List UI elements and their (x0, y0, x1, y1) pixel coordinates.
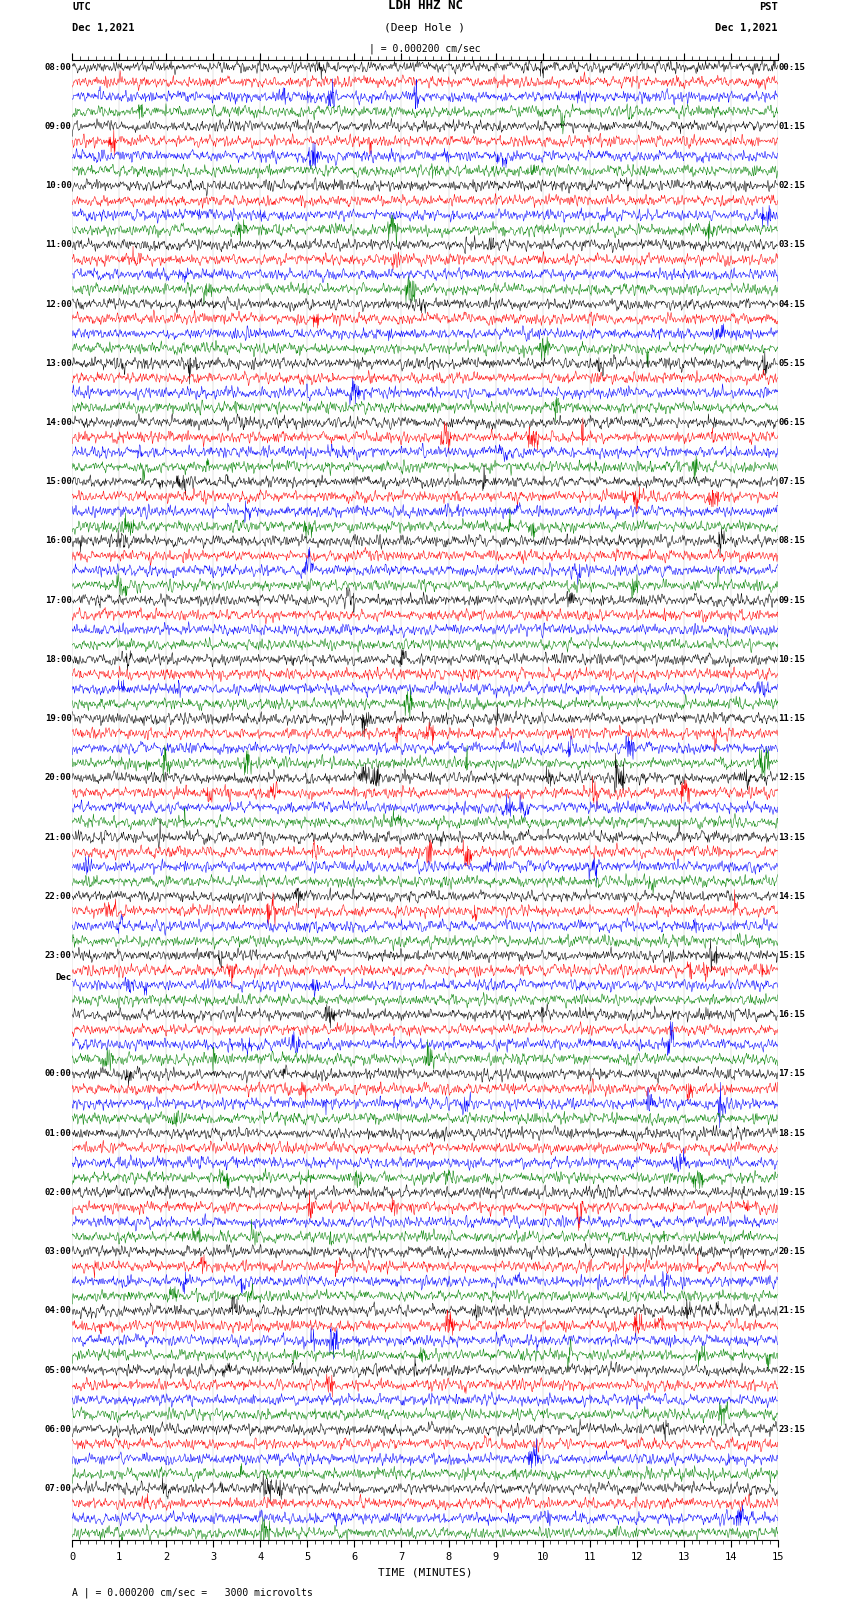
Text: (Deep Hole ): (Deep Hole ) (384, 23, 466, 32)
Text: 04:15: 04:15 (779, 300, 805, 308)
Text: 01:15: 01:15 (779, 123, 805, 131)
Text: 14:15: 14:15 (779, 892, 805, 900)
Text: Dec 1,2021: Dec 1,2021 (72, 23, 135, 32)
Text: 21:15: 21:15 (779, 1307, 805, 1315)
Text: 18:00: 18:00 (45, 655, 71, 665)
Text: UTC: UTC (72, 2, 91, 13)
Text: 04:00: 04:00 (45, 1307, 71, 1315)
Text: 23:15: 23:15 (779, 1424, 805, 1434)
Text: 17:00: 17:00 (45, 595, 71, 605)
Text: 03:00: 03:00 (45, 1247, 71, 1257)
Text: 11:00: 11:00 (45, 240, 71, 250)
Text: 20:15: 20:15 (779, 1247, 805, 1257)
Text: 08:15: 08:15 (779, 537, 805, 545)
Text: 09:00: 09:00 (45, 123, 71, 131)
Text: 16:00: 16:00 (45, 537, 71, 545)
Text: 22:00: 22:00 (45, 892, 71, 900)
Text: Dec: Dec (55, 973, 71, 982)
Text: 05:15: 05:15 (779, 358, 805, 368)
Text: 21:00: 21:00 (45, 832, 71, 842)
Text: 19:15: 19:15 (779, 1187, 805, 1197)
Text: 10:00: 10:00 (45, 181, 71, 190)
Text: 01:00: 01:00 (45, 1129, 71, 1137)
Text: 06:00: 06:00 (45, 1424, 71, 1434)
Text: 00:15: 00:15 (779, 63, 805, 71)
Text: 15:15: 15:15 (779, 952, 805, 960)
Text: 02:15: 02:15 (779, 181, 805, 190)
Text: 14:00: 14:00 (45, 418, 71, 427)
Text: 13:00: 13:00 (45, 358, 71, 368)
X-axis label: TIME (MINUTES): TIME (MINUTES) (377, 1568, 473, 1578)
Text: 12:15: 12:15 (779, 773, 805, 782)
Text: PST: PST (759, 2, 778, 13)
Text: 18:15: 18:15 (779, 1129, 805, 1137)
Text: 00:00: 00:00 (45, 1069, 71, 1079)
Text: 05:00: 05:00 (45, 1366, 71, 1374)
Text: 19:00: 19:00 (45, 715, 71, 723)
Text: 20:00: 20:00 (45, 773, 71, 782)
Text: Dec 1,2021: Dec 1,2021 (715, 23, 778, 32)
Text: 22:15: 22:15 (779, 1366, 805, 1374)
Text: 17:15: 17:15 (779, 1069, 805, 1079)
Text: 23:00: 23:00 (45, 952, 71, 960)
Text: 07:15: 07:15 (779, 477, 805, 486)
Text: 09:15: 09:15 (779, 595, 805, 605)
Text: LDH HHZ NC: LDH HHZ NC (388, 0, 462, 13)
Text: 08:00: 08:00 (45, 63, 71, 71)
Text: 03:15: 03:15 (779, 240, 805, 250)
Text: 07:00: 07:00 (45, 1484, 71, 1494)
Text: 10:15: 10:15 (779, 655, 805, 665)
Text: 02:00: 02:00 (45, 1187, 71, 1197)
Text: | = 0.000200 cm/sec: | = 0.000200 cm/sec (369, 44, 481, 53)
Text: 16:15: 16:15 (779, 1010, 805, 1019)
Text: 15:00: 15:00 (45, 477, 71, 486)
Text: A | = 0.000200 cm/sec =   3000 microvolts: A | = 0.000200 cm/sec = 3000 microvolts (72, 1587, 313, 1598)
Text: 06:15: 06:15 (779, 418, 805, 427)
Text: 13:15: 13:15 (779, 832, 805, 842)
Text: 12:00: 12:00 (45, 300, 71, 308)
Text: 11:15: 11:15 (779, 715, 805, 723)
